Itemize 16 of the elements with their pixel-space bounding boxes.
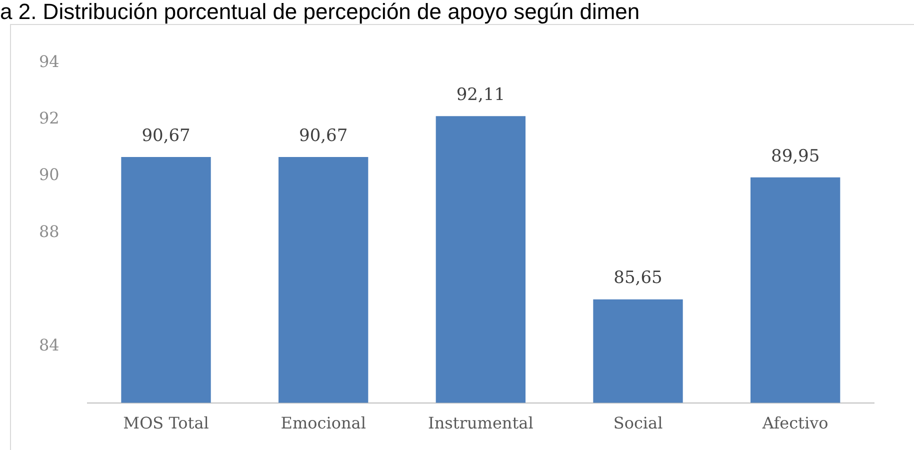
y-tick-label: 84 (39, 335, 60, 354)
x-tick-label: Afectivo (761, 414, 828, 433)
data-label: 89,95 (771, 146, 820, 166)
data-label: 90,67 (142, 126, 190, 146)
y-tick-label: 92 (39, 108, 60, 128)
x-tick-label: Emocional (280, 414, 366, 433)
data-label: 85,65 (614, 268, 662, 288)
data-label: 92,11 (456, 85, 506, 106)
y-tick-label: 88 (39, 222, 60, 241)
y-tick-label: 94 (39, 52, 60, 71)
chart-title: a 2. Distribución porcentual de percepción de apoyo según dimen (0, 0, 640, 24)
data-label: 90,67 (299, 126, 348, 146)
y-tick-label: 90 (39, 165, 60, 184)
x-tick-label: Instrumental (428, 414, 534, 433)
x-tick-label: MOS Total (123, 414, 209, 433)
x-tick-label: Social (613, 414, 663, 433)
